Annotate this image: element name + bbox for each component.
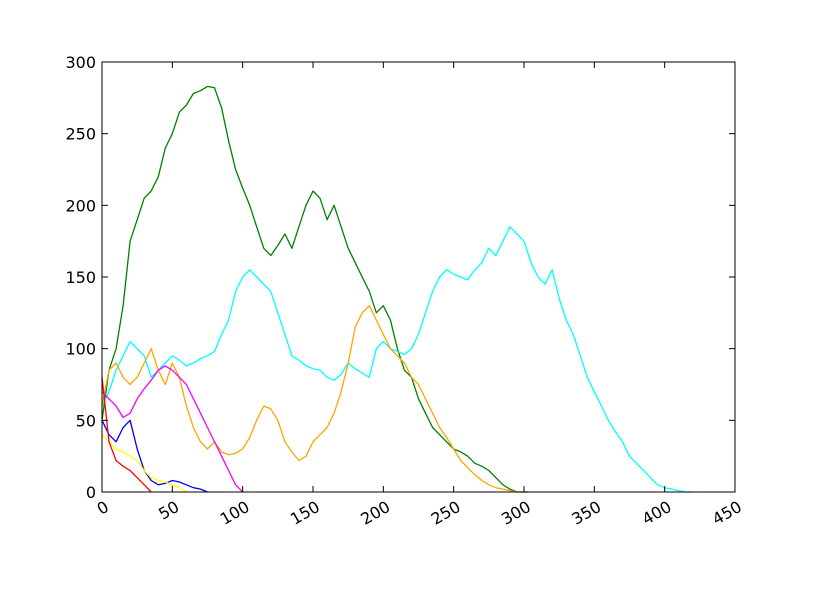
y-tick-label: 100 <box>65 340 96 359</box>
x-tick-label: 150 <box>287 497 323 529</box>
series-layer <box>101 85 693 493</box>
y-tick-label: 200 <box>65 196 96 215</box>
y-tick-label: 50 <box>76 411 96 430</box>
x-tick-label: 300 <box>498 497 534 529</box>
x-tick-label: 250 <box>428 497 464 529</box>
x-tick-label: 100 <box>217 497 253 529</box>
series-line-5 <box>101 434 187 493</box>
x-tick-label: 50 <box>155 497 182 524</box>
series-line-6 <box>101 377 152 493</box>
y-tick-label: 300 <box>65 53 96 72</box>
series-line-2 <box>101 305 518 493</box>
x-tick-label: 0 <box>94 497 112 519</box>
series-line-0 <box>101 85 529 493</box>
x-tick-label: 200 <box>357 497 393 529</box>
series-line-3 <box>101 365 244 493</box>
y-tick-label: 150 <box>65 268 96 287</box>
series-line-1 <box>101 226 693 493</box>
x-tick-label: 350 <box>568 497 604 529</box>
series-line-4 <box>101 419 208 493</box>
y-tick-label: 250 <box>65 125 96 144</box>
plot-background <box>102 62 735 492</box>
x-tick-label: 450 <box>709 497 745 529</box>
x-tick-label: 400 <box>639 497 675 529</box>
y-tick-label: 0 <box>86 483 96 502</box>
